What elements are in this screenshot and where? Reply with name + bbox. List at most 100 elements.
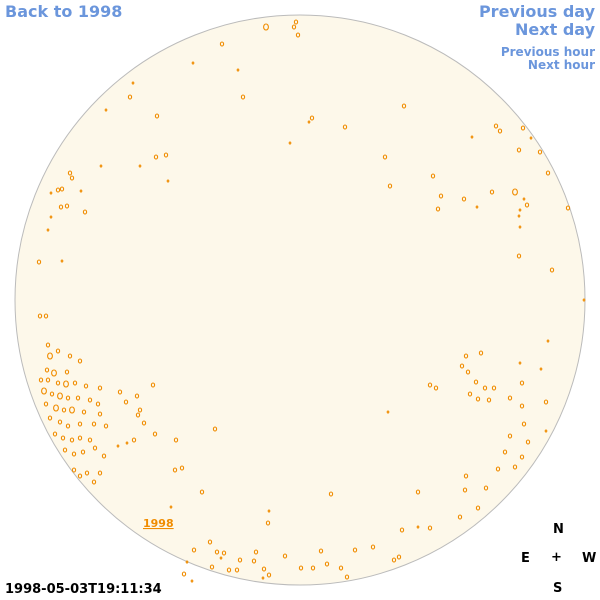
object-mark	[565, 205, 571, 211]
object-mark	[52, 431, 58, 437]
object-mark	[352, 547, 358, 553]
object-mark	[191, 547, 197, 553]
object-mark	[95, 401, 101, 407]
object-mark	[181, 571, 187, 577]
compass-center: +	[551, 550, 562, 565]
object-mark	[475, 505, 481, 511]
object-mark	[72, 380, 78, 386]
object-mark	[75, 395, 81, 401]
object-mark	[288, 141, 292, 145]
object-mark	[59, 186, 65, 192]
object-mark	[92, 445, 98, 451]
object-mark	[521, 421, 527, 427]
object-mark	[266, 572, 272, 578]
back-to-year-link[interactable]: Back to 1998	[5, 2, 123, 21]
object-mark	[427, 525, 433, 531]
object-mark	[77, 435, 83, 441]
object-mark	[435, 206, 441, 212]
object-mark	[62, 447, 68, 453]
object-mark	[91, 421, 97, 427]
object-mark	[97, 470, 103, 476]
previous-hour-link[interactable]: Previous hour	[500, 45, 595, 59]
object-mark	[173, 437, 179, 443]
object-mark	[43, 313, 49, 319]
object-mark	[46, 228, 50, 232]
object-mark	[64, 203, 70, 209]
object-mark	[65, 423, 71, 429]
object-mark	[207, 539, 213, 545]
object-mark	[438, 193, 444, 199]
object-mark	[261, 576, 265, 580]
object-mark	[475, 396, 481, 402]
object-mark	[457, 514, 463, 520]
object-mark	[99, 164, 103, 168]
object-mark	[291, 24, 297, 30]
object-mark	[433, 385, 439, 391]
object-mark	[190, 579, 194, 583]
object-mark	[253, 549, 259, 555]
object-mark	[507, 433, 513, 439]
object-mark	[55, 348, 61, 354]
object-mark	[516, 147, 522, 153]
object-mark	[459, 363, 465, 369]
object-mark	[318, 548, 324, 554]
object-mark	[495, 466, 501, 472]
object-mark	[55, 187, 61, 193]
object-mark	[141, 420, 147, 426]
object-mark	[519, 380, 525, 386]
object-mark	[382, 154, 388, 160]
previous-day-link[interactable]: Previous day	[478, 2, 595, 21]
object-mark	[582, 298, 586, 302]
object-mark	[497, 128, 503, 134]
object-mark	[344, 574, 350, 580]
object-mark	[430, 173, 436, 179]
object-mark	[64, 369, 70, 375]
object-mark	[221, 550, 227, 556]
object-mark	[154, 113, 160, 119]
sky-disk	[14, 14, 586, 586]
object-mark	[185, 560, 189, 564]
year-label-link[interactable]: 1998	[143, 517, 174, 530]
object-mark	[69, 175, 75, 181]
object-mark	[80, 449, 86, 455]
object-mark	[153, 154, 159, 160]
object-mark	[104, 108, 108, 112]
object-mark	[546, 339, 550, 343]
object-mark	[137, 407, 143, 413]
object-mark	[49, 391, 55, 397]
object-mark	[134, 393, 140, 399]
object-mark	[57, 392, 63, 400]
object-mark	[79, 189, 83, 193]
object-mark	[71, 451, 77, 457]
object-mark	[37, 313, 43, 319]
object-mark	[116, 444, 120, 448]
object-mark	[45, 377, 51, 383]
object-mark	[342, 124, 348, 130]
object-mark	[502, 449, 508, 455]
object-mark	[71, 467, 77, 473]
object-mark	[396, 554, 402, 560]
object-mark	[58, 204, 64, 210]
object-mark	[427, 382, 433, 388]
object-mark	[101, 453, 107, 459]
object-mark	[236, 68, 240, 72]
object-mark	[103, 423, 109, 429]
object-mark	[478, 350, 484, 356]
object-mark	[69, 437, 75, 443]
object-mark	[282, 553, 288, 559]
object-mark	[537, 149, 543, 155]
object-mark	[525, 439, 531, 445]
next-day-link[interactable]: Next day	[515, 20, 595, 39]
object-mark	[49, 215, 53, 219]
object-mark	[212, 426, 218, 432]
object-mark	[45, 342, 51, 348]
object-mark	[265, 520, 271, 526]
object-mark	[65, 395, 71, 401]
next-hour-link[interactable]: Next hour	[527, 58, 595, 72]
object-mark	[57, 419, 63, 425]
object-mark	[519, 454, 525, 460]
object-mark	[463, 353, 469, 359]
object-mark	[401, 103, 407, 109]
object-mark	[169, 505, 173, 509]
object-mark	[61, 407, 67, 413]
